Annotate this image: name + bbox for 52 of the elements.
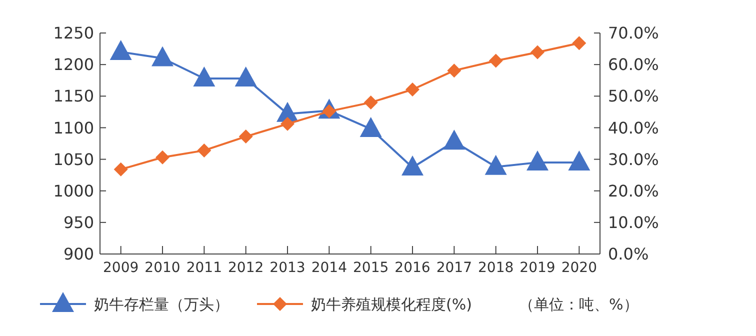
y-tick-label: 1200 bbox=[53, 55, 94, 74]
text: （单位：吨、%） bbox=[519, 295, 638, 314]
y2-tick-label: 30.0% bbox=[608, 150, 659, 169]
y-tick-label: 1100 bbox=[53, 118, 94, 138]
point bbox=[488, 54, 503, 68]
point bbox=[152, 46, 174, 66]
point bbox=[193, 66, 216, 86]
y2-tick-label: 70.0% bbox=[608, 24, 659, 43]
x-tick-label: 2018 bbox=[478, 260, 514, 276]
point bbox=[406, 82, 420, 97]
x-tick-label: 2012 bbox=[228, 260, 264, 276]
y2-tick-label: 20.0% bbox=[608, 181, 659, 200]
x-tick-label: 2019 bbox=[520, 260, 556, 276]
point bbox=[443, 130, 466, 150]
y-tick-label: 1050 bbox=[53, 150, 94, 169]
y-tick-label: 950 bbox=[63, 213, 94, 232]
point bbox=[572, 36, 586, 50]
point bbox=[110, 40, 132, 60]
point bbox=[364, 95, 378, 110]
y2-tick-label: 10.0% bbox=[608, 213, 659, 232]
legend-label: 奶牛养殖规模化程度(%) bbox=[311, 295, 472, 314]
x-tick-label: 2016 bbox=[394, 260, 430, 276]
point bbox=[447, 64, 462, 78]
point bbox=[526, 150, 548, 170]
x-tick-label: 2020 bbox=[561, 260, 597, 276]
y-tick-label: 1000 bbox=[53, 181, 94, 200]
point bbox=[484, 154, 507, 175]
y2-tick-label: 50.0% bbox=[608, 86, 659, 106]
y2-tick-label: 0.0% bbox=[608, 244, 649, 264]
point bbox=[114, 162, 128, 176]
y-tick-label: 1150 bbox=[53, 86, 94, 106]
point bbox=[280, 116, 294, 131]
point bbox=[530, 45, 544, 60]
point bbox=[234, 66, 257, 86]
x-tick-label: 2014 bbox=[311, 260, 348, 276]
point bbox=[360, 116, 382, 137]
x-tick-label: 2011 bbox=[186, 260, 222, 276]
x-tick-label: 2009 bbox=[103, 260, 139, 276]
y-tick-label: 1250 bbox=[53, 24, 94, 43]
x-tick-label: 2013 bbox=[270, 260, 306, 276]
point bbox=[568, 150, 590, 170]
x-tick-label: 2017 bbox=[436, 260, 472, 276]
point bbox=[402, 155, 424, 176]
point bbox=[238, 130, 253, 144]
y-tick-label: 900 bbox=[63, 244, 94, 264]
point bbox=[156, 150, 170, 164]
x-tick-label: 2010 bbox=[144, 260, 180, 276]
point bbox=[197, 143, 212, 158]
y2-tick-label: 40.0% bbox=[608, 118, 659, 138]
x-tick-label: 2015 bbox=[353, 260, 389, 276]
y2-tick-label: 60.0% bbox=[608, 55, 659, 74]
legend-label: 奶牛存栏量（万头） bbox=[94, 295, 229, 314]
